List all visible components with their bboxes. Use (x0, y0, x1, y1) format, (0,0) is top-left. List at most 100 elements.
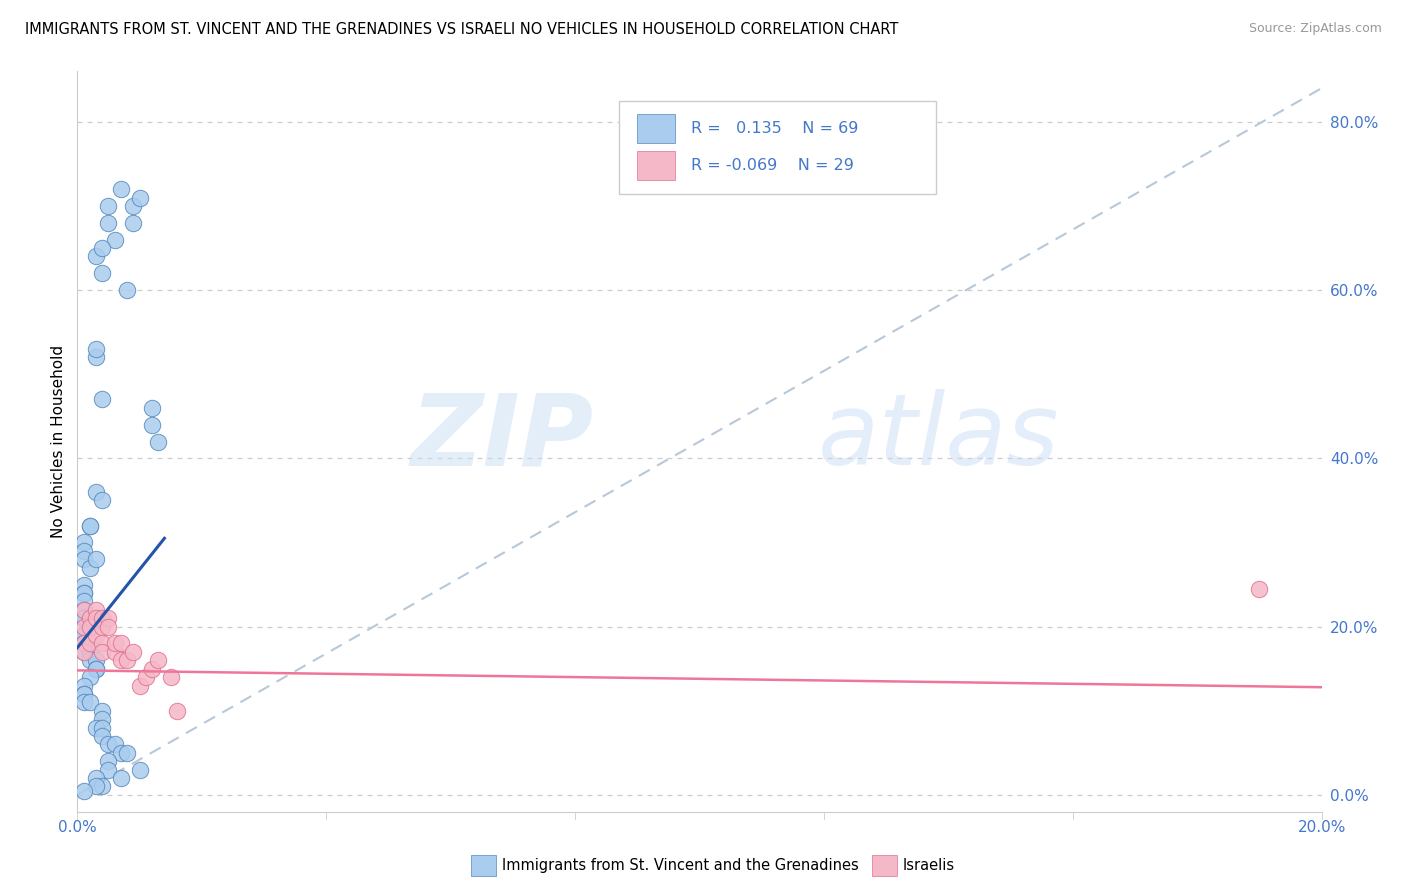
Point (79, 636, 101, 650)
Point (79, 619, 101, 633)
Point (122, 645, 145, 659)
Point (72, 645, 94, 659)
Point (110, 182, 132, 196)
Text: atlas: atlas (818, 389, 1059, 486)
Point (110, 653, 132, 667)
Point (91, 241, 114, 255)
Text: Source: ZipAtlas.com: Source: ZipAtlas.com (1249, 22, 1382, 36)
Point (141, 401, 163, 415)
Point (84, 653, 107, 667)
Point (79, 670, 101, 684)
Point (97, 738, 120, 752)
Point (84, 342, 107, 356)
Point (128, 190, 150, 204)
Point (72, 687, 94, 701)
Point (84, 771, 107, 785)
Point (84, 662, 107, 676)
Point (104, 738, 127, 752)
Point (115, 653, 138, 667)
Point (110, 636, 132, 650)
Point (72, 636, 94, 650)
Point (91, 780, 114, 794)
Point (72, 586, 94, 600)
Point (79, 518, 101, 533)
Point (72, 687, 94, 701)
Point (97, 763, 120, 777)
Point (72, 603, 94, 617)
Point (97, 611, 120, 625)
Point (91, 636, 114, 650)
Point (91, 721, 114, 735)
Point (91, 729, 114, 743)
Point (91, 392, 114, 407)
Point (84, 552, 107, 566)
Point (1249, 582, 1271, 596)
Point (84, 721, 107, 735)
Point (104, 233, 127, 247)
Text: R =   0.135    N = 69: R = 0.135 N = 69 (690, 121, 858, 136)
Point (91, 619, 114, 633)
Point (72, 603, 94, 617)
Point (97, 199, 120, 213)
Point (79, 695, 101, 709)
Point (84, 603, 107, 617)
Point (91, 712, 114, 726)
Point (72, 628, 94, 642)
Point (84, 611, 107, 625)
Point (84, 628, 107, 642)
Point (115, 283, 138, 297)
Text: Israelis: Israelis (903, 858, 955, 872)
Point (104, 645, 127, 659)
Point (122, 216, 145, 230)
Point (72, 695, 94, 709)
Point (79, 645, 101, 659)
Point (110, 771, 132, 785)
Point (72, 552, 94, 566)
Text: ZIP: ZIP (411, 389, 593, 486)
Point (84, 351, 107, 365)
Text: R = -0.069    N = 29: R = -0.069 N = 29 (690, 158, 853, 173)
Point (141, 417, 163, 432)
Point (72, 679, 94, 693)
Point (84, 662, 107, 676)
FancyBboxPatch shape (637, 113, 675, 144)
Point (148, 653, 170, 667)
Text: Immigrants from St. Vincent and the Grenadines: Immigrants from St. Vincent and the Gren… (502, 858, 859, 872)
Point (72, 577, 94, 591)
Point (122, 199, 145, 213)
Text: IMMIGRANTS FROM ST. VINCENT AND THE GRENADINES VS ISRAELI NO VEHICLES IN HOUSEHO: IMMIGRANTS FROM ST. VINCENT AND THE GREN… (25, 22, 898, 37)
Point (72, 636, 94, 650)
Point (79, 518, 101, 533)
Point (91, 611, 114, 625)
Point (72, 544, 94, 558)
Point (166, 704, 188, 718)
Point (72, 611, 94, 625)
Point (128, 763, 150, 777)
Point (72, 636, 94, 650)
Point (72, 619, 94, 633)
Point (72, 594, 94, 608)
Point (79, 645, 101, 659)
Point (72, 586, 94, 600)
Point (79, 619, 101, 633)
Point (128, 679, 150, 693)
Point (115, 746, 138, 760)
Point (72, 535, 94, 549)
Point (97, 619, 120, 633)
Y-axis label: No Vehicles in Household: No Vehicles in Household (51, 345, 66, 538)
Point (72, 783, 94, 797)
FancyBboxPatch shape (637, 151, 675, 180)
Point (110, 746, 132, 760)
Point (91, 266, 114, 280)
Point (79, 653, 101, 667)
Point (79, 611, 101, 625)
Point (91, 704, 114, 718)
Point (135, 670, 157, 684)
FancyBboxPatch shape (619, 101, 936, 194)
Point (97, 754, 120, 768)
Point (148, 434, 170, 449)
Point (84, 485, 107, 500)
Point (104, 636, 127, 650)
Point (72, 645, 94, 659)
Point (79, 619, 101, 633)
